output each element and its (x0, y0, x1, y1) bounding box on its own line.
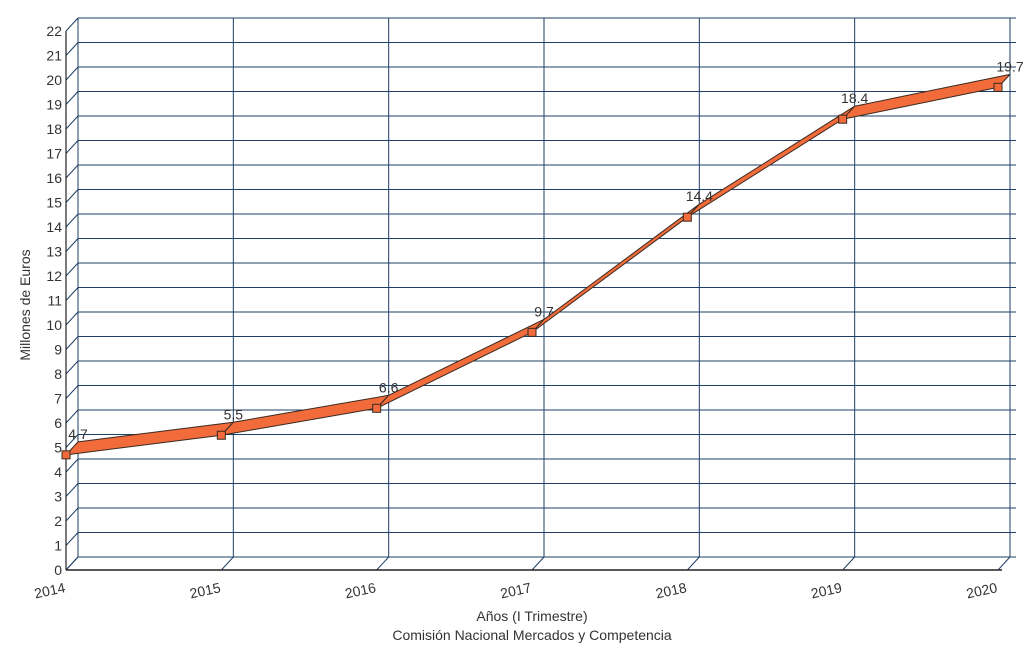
y-tick-label: 21 (46, 48, 62, 64)
y-gridline-depth (65, 262, 79, 277)
y-gridline-depth (65, 311, 79, 326)
series-ribbon-segment (376, 318, 545, 409)
x-tick-label: 2016 (343, 579, 377, 601)
y-gridline-depth (65, 409, 79, 424)
x-tick-label: 2014 (33, 579, 67, 601)
series-ribbon-segment (220, 394, 390, 436)
y-tick-label: 15 (46, 195, 62, 211)
y-tick-label: 6 (54, 415, 62, 431)
y-tick-label: 3 (54, 489, 62, 505)
y-tick-label: 9 (54, 342, 62, 358)
y-tick-label: 1 (54, 538, 62, 554)
x-gridline-depth (686, 556, 700, 571)
y-gridline-depth (65, 360, 79, 375)
x-gridline-depth (842, 556, 856, 571)
y-tick-label: 19 (46, 97, 62, 113)
series (61, 73, 1011, 460)
data-point-marker (682, 212, 692, 222)
y-tick-label: 5 (54, 440, 62, 456)
y-tick-label: 10 (46, 317, 62, 333)
data-label: 6.6 (379, 379, 399, 395)
y-axis-label: Millones de Euros (17, 249, 33, 360)
data-point-marker (838, 114, 848, 124)
series-ribbon-segment (65, 421, 234, 456)
y-gridline-depth (65, 91, 79, 105)
y-gridline-depth (65, 434, 79, 448)
y-tick-label: 0 (54, 562, 62, 578)
y-tick-label: 18 (46, 121, 62, 137)
axes: 0123456789101112131415161718192021222014… (33, 23, 1002, 601)
y-tick-label: 4 (54, 464, 62, 480)
data-labels: 4.7 5.5 6.6 9.7 14.4 18.4 19.7 (68, 58, 1024, 442)
x-gridline-depth (65, 556, 79, 571)
y-tick-label: 12 (46, 268, 62, 284)
data-point-marker (61, 450, 71, 460)
data-label: 5.5 (224, 406, 244, 422)
y-gridline-depth (65, 66, 79, 81)
x-gridline-depth (997, 556, 1011, 571)
data-label: 4.7 (68, 426, 88, 442)
data-label: 18.4 (841, 90, 868, 106)
y-tick-label: 14 (46, 219, 62, 235)
y-gridline-depth (65, 507, 79, 522)
y-gridline-depth (65, 287, 79, 301)
data-point-marker (216, 430, 226, 440)
y-gridline-depth (65, 17, 79, 32)
chart-source-note: Comisión Nacional Mercados y Competencia (392, 627, 672, 643)
data-point-marker (372, 403, 382, 413)
x-tick-label: 2015 (188, 579, 222, 601)
y-gridline-depth (65, 213, 79, 228)
y-tick-label: 2 (54, 513, 62, 529)
y-tick-label: 11 (47, 293, 62, 309)
y-tick-label: 17 (46, 146, 62, 162)
grid (65, 17, 1016, 571)
data-label: 19.7 (996, 58, 1023, 74)
x-axis-label: Años (I Trimestre) (476, 608, 587, 624)
y-gridline-depth (65, 140, 79, 154)
y-gridline-depth (65, 336, 79, 350)
x-tick-label: 2019 (809, 579, 843, 601)
y-gridline-depth (65, 458, 79, 473)
y-gridline-depth (65, 164, 79, 179)
y-gridline-depth (65, 483, 79, 497)
x-tick-label: 2018 (654, 579, 688, 601)
series-ribbon-segment (531, 203, 700, 333)
y-tick-label: 13 (46, 244, 62, 260)
y-tick-label: 16 (46, 170, 62, 186)
data-point-marker (527, 327, 537, 337)
data-label: 9.7 (534, 303, 554, 319)
y-gridline-depth (65, 385, 79, 399)
y-tick-label: 8 (54, 366, 62, 382)
y-gridline-depth (65, 532, 79, 546)
x-gridline-depth (531, 556, 545, 571)
y-gridline-depth (65, 238, 79, 252)
y-gridline-depth (65, 42, 79, 56)
x-gridline-depth (220, 556, 234, 571)
y-tick-label: 20 (46, 72, 62, 88)
y-tick-label: 7 (54, 391, 62, 407)
series-ribbon-segment (842, 73, 1011, 120)
y-tick-label: 22 (46, 23, 62, 39)
data-label: 14.4 (686, 188, 713, 204)
y-gridline-depth (65, 189, 79, 203)
y-gridline-depth (65, 115, 79, 130)
x-tick-label: 2020 (965, 579, 999, 601)
x-tick-label: 2017 (499, 579, 533, 601)
data-point-marker (993, 82, 1003, 92)
x-gridline-depth (376, 556, 390, 571)
